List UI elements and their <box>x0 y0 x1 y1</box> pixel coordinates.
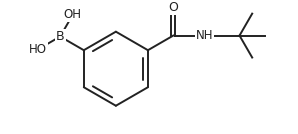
Text: HO: HO <box>29 43 47 56</box>
Text: B: B <box>56 30 64 43</box>
Text: O: O <box>168 1 178 14</box>
Text: NH: NH <box>196 29 213 42</box>
Text: OH: OH <box>64 8 82 21</box>
